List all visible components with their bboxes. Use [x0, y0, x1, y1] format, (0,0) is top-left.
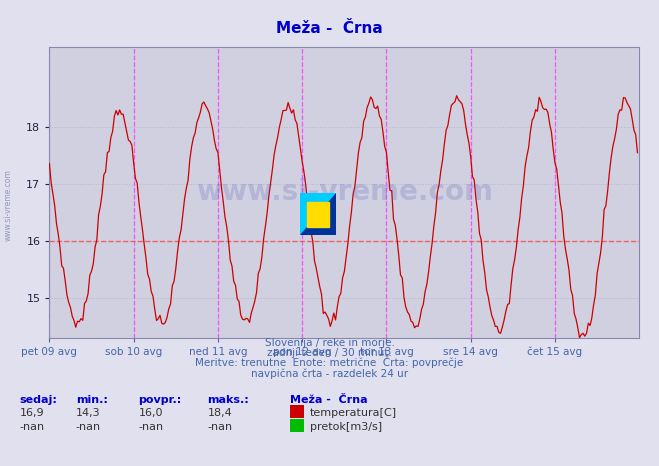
Text: povpr.:: povpr.:	[138, 395, 182, 405]
Text: -nan: -nan	[76, 422, 101, 432]
Text: www.si-vreme.com: www.si-vreme.com	[196, 178, 493, 206]
Text: min.:: min.:	[76, 395, 107, 405]
Text: maks.:: maks.:	[208, 395, 249, 405]
Polygon shape	[300, 193, 336, 235]
Text: 14,3: 14,3	[76, 408, 100, 418]
Polygon shape	[300, 193, 336, 235]
Text: pretok[m3/s]: pretok[m3/s]	[310, 422, 382, 432]
Text: temperatura[C]: temperatura[C]	[310, 408, 397, 418]
Text: 18,4: 18,4	[208, 408, 233, 418]
Text: Meritve: trenutne  Enote: metrične  Črta: povprečje: Meritve: trenutne Enote: metrične Črta: …	[195, 356, 464, 368]
Text: zadnji teden / 30 minut.: zadnji teden / 30 minut.	[267, 348, 392, 358]
Text: 16,9: 16,9	[20, 408, 44, 418]
Text: -nan: -nan	[20, 422, 45, 432]
Text: Meža -  Črna: Meža - Črna	[290, 395, 368, 405]
Text: -nan: -nan	[138, 422, 163, 432]
Text: sedaj:: sedaj:	[20, 395, 57, 405]
Text: -nan: -nan	[208, 422, 233, 432]
Text: 16,0: 16,0	[138, 408, 163, 418]
Text: Slovenija / reke in morje.: Slovenija / reke in morje.	[264, 338, 395, 348]
Text: Meža -  Črna: Meža - Črna	[276, 21, 383, 36]
Polygon shape	[307, 202, 329, 227]
Text: navpična črta - razdelek 24 ur: navpična črta - razdelek 24 ur	[251, 368, 408, 378]
Text: www.si-vreme.com: www.si-vreme.com	[3, 169, 13, 241]
